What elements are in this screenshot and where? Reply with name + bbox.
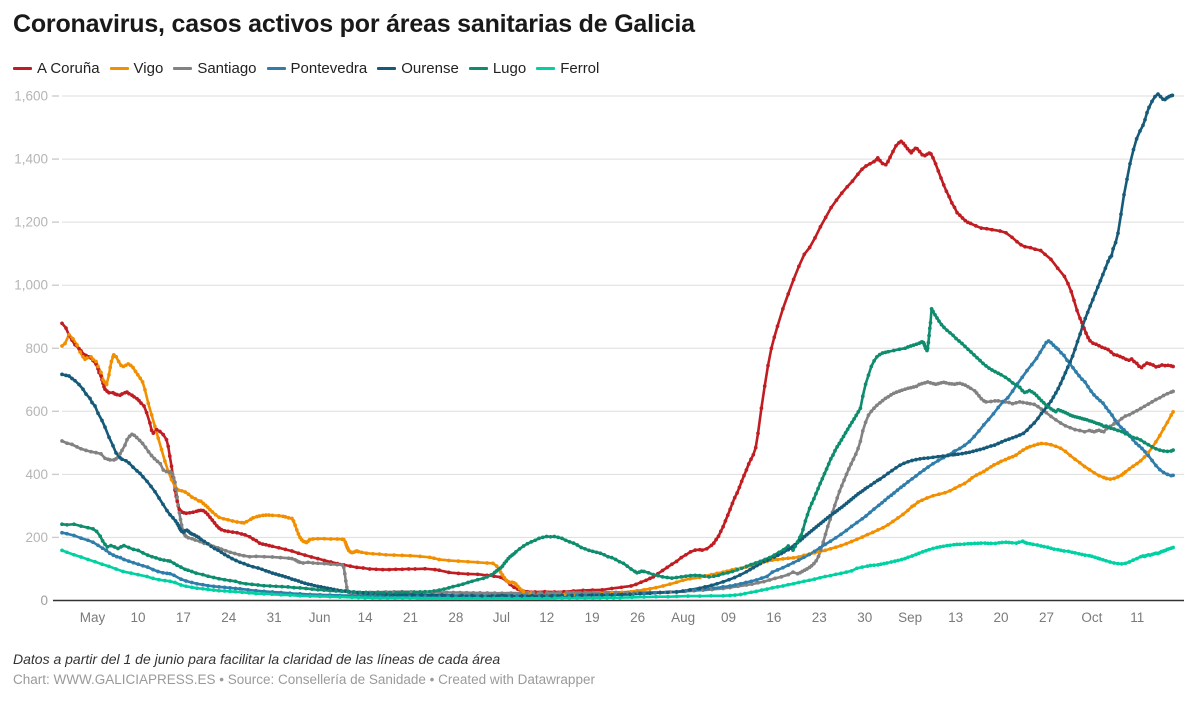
- svg-text:Sep: Sep: [898, 610, 922, 625]
- svg-text:21: 21: [403, 610, 418, 625]
- svg-text:600: 600: [25, 404, 48, 419]
- svg-text:16: 16: [766, 610, 781, 625]
- svg-text:31: 31: [267, 610, 282, 625]
- svg-text:14: 14: [358, 610, 374, 625]
- svg-text:23: 23: [812, 610, 827, 625]
- svg-text:26: 26: [630, 610, 645, 625]
- svg-text:1,000: 1,000: [14, 278, 48, 293]
- svg-text:800: 800: [25, 341, 48, 356]
- svg-text:10: 10: [130, 610, 145, 625]
- svg-text:0: 0: [40, 593, 48, 608]
- svg-text:28: 28: [448, 610, 463, 625]
- svg-text:24: 24: [221, 610, 237, 625]
- svg-text:Jul: Jul: [493, 610, 510, 625]
- svg-text:27: 27: [1039, 610, 1054, 625]
- svg-text:11: 11: [1130, 610, 1144, 625]
- svg-text:1,200: 1,200: [14, 215, 48, 230]
- svg-text:20: 20: [993, 610, 1008, 625]
- svg-text:May: May: [80, 610, 106, 625]
- svg-text:Oct: Oct: [1081, 610, 1102, 625]
- svg-text:09: 09: [721, 610, 736, 625]
- svg-text:17: 17: [176, 610, 191, 625]
- svg-text:30: 30: [857, 610, 872, 625]
- svg-text:1,400: 1,400: [14, 152, 48, 167]
- svg-text:1,600: 1,600: [14, 89, 48, 104]
- svg-text:200: 200: [25, 530, 48, 545]
- svg-text:12: 12: [539, 610, 554, 625]
- svg-text:19: 19: [585, 610, 600, 625]
- svg-text:Aug: Aug: [671, 610, 695, 625]
- svg-text:Jun: Jun: [309, 610, 331, 625]
- svg-text:13: 13: [948, 610, 963, 625]
- svg-text:400: 400: [25, 467, 48, 482]
